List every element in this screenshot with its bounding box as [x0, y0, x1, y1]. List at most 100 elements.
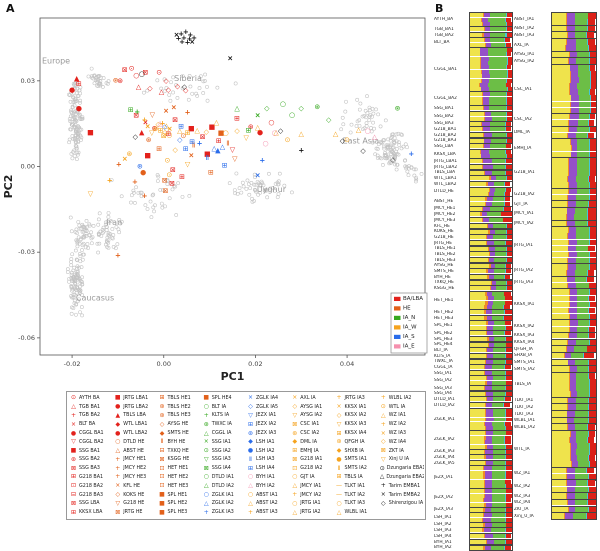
marker-legend-item: ▽ G218 HE	[114, 499, 158, 508]
ancestry-segment	[507, 96, 513, 101]
ancestry-segment	[587, 332, 589, 339]
ancestry-segment	[506, 176, 508, 181]
admixture-bar	[551, 505, 597, 514]
ancestry-segment	[470, 403, 485, 408]
ancestry-segment	[506, 408, 512, 413]
admixture-group-label: KKSX_IA2	[514, 323, 535, 329]
ancestry-segment	[470, 421, 484, 426]
ancestry-segment	[506, 513, 512, 517]
marker-legend-label: SMTS IA1	[344, 457, 367, 463]
admixture-group-label: TBLS_LBA	[434, 170, 456, 176]
reference-point	[80, 282, 85, 287]
ancestry-segment	[503, 316, 512, 320]
admixture-group: SMTS_HE	[434, 268, 513, 275]
admixture-individual	[552, 372, 596, 379]
ancestry-segment	[504, 545, 511, 550]
admixture-bar	[551, 288, 597, 321]
admixture-group: SSG_IA2	[434, 375, 513, 387]
admixture-group: JMCY_IA2	[514, 219, 597, 228]
ancestry-segment	[505, 127, 507, 132]
ancestry-segment	[504, 149, 506, 154]
marker-legend-label: TBLS IA	[344, 474, 363, 480]
pca-panel: 0.03 0.00 -0.03 -0.06 -0.02 0.00 0.02 0.04 PC1 PC…	[2, 17, 428, 383]
marker-e-icon: ⊞	[247, 464, 254, 472]
legend-swatch	[394, 325, 401, 330]
admixture-individual	[552, 513, 597, 519]
ancestry-segment	[470, 206, 483, 211]
sample-point: ⊙	[129, 64, 135, 72]
ancestry-segment	[492, 435, 505, 440]
admixture-individual	[552, 506, 597, 513]
ancestry-segment	[486, 376, 488, 381]
reference-point	[67, 137, 72, 142]
ancestry-segment	[486, 353, 488, 358]
marker-legend-item: ⊞ KKSX LBA	[70, 508, 114, 517]
ancestry-segment	[507, 69, 512, 74]
admixture-group-label: TBLS_HE2	[434, 251, 456, 257]
ancestry-segment	[587, 372, 589, 379]
ancestry-segment	[487, 376, 493, 381]
reference-point	[379, 141, 384, 145]
marker-o-icon: ○	[115, 438, 121, 446]
reference-point	[339, 127, 344, 132]
ancestry-segment	[470, 296, 486, 301]
ancestry-segment	[492, 305, 503, 310]
reference-point	[247, 192, 252, 197]
ancestry-segment	[577, 320, 590, 326]
marker-legend-label: BYH IA2	[256, 483, 275, 489]
marker-legend-label: ZGLK IA1	[211, 492, 234, 498]
marker-legend-label: LSH IA2	[256, 448, 275, 454]
marker-legend-item: + WZ IA2	[380, 420, 424, 429]
x-tick-label: -0.02	[64, 360, 81, 368]
ancestry-segment	[470, 365, 484, 370]
ancestry-segment	[568, 83, 570, 89]
ancestry-segment	[566, 207, 568, 214]
ancestry-segment	[484, 479, 493, 484]
admixture-individual	[552, 151, 596, 158]
ancestry-segment	[482, 106, 484, 111]
ancestry-segment	[470, 522, 484, 527]
admixture-individual	[552, 397, 597, 404]
marker-o-icon: ○	[203, 403, 209, 411]
ancestry-segment	[589, 251, 590, 258]
reference-point	[153, 203, 157, 208]
ancestry-segment	[576, 39, 588, 45]
admixture-individual	[470, 182, 512, 187]
ancestry-segment	[567, 480, 576, 487]
ancestry-segment	[491, 475, 506, 480]
marker-legend-item: ⊞ JEZX IA2	[247, 420, 291, 429]
ancestry-segment	[489, 32, 506, 37]
ancestry-segment	[503, 206, 511, 211]
marker-legend-item: ■ SPL HE1	[159, 491, 203, 500]
ancestry-segment	[588, 359, 590, 366]
ancestry-segment	[552, 320, 570, 326]
ancestry-segment	[489, 176, 491, 181]
ancestry-segment	[568, 126, 570, 133]
ancestry-segment	[552, 126, 569, 133]
ancestry-segment	[552, 397, 568, 404]
ancestry-segment	[492, 484, 506, 489]
reference-point	[392, 140, 397, 145]
marker-legend-item: — TLKT IA2	[336, 491, 380, 500]
ancestry-segment	[570, 151, 572, 158]
admixture-individual	[552, 455, 596, 461]
ancestry-segment	[552, 120, 569, 126]
sample-point: +	[132, 178, 138, 186]
sample-point: Ⅱ	[206, 154, 209, 162]
admixture-bar	[469, 330, 513, 337]
marker-legend-item: ⊞ EMHJ IA	[291, 447, 335, 456]
admixture-group-label: SSG_IA3	[434, 385, 452, 391]
admixture-bar	[469, 538, 513, 546]
ancestry-segment	[587, 513, 597, 519]
ancestry-segment	[587, 214, 596, 220]
ancestry-segment	[505, 165, 507, 170]
ancestry-segment	[588, 201, 596, 207]
ancestry-segment	[507, 87, 512, 92]
ancestry-segment	[470, 331, 486, 336]
ancestry-segment	[566, 25, 567, 32]
ancestry-segment	[505, 348, 507, 353]
ancestry-segment	[589, 289, 591, 296]
reference-point	[383, 118, 388, 123]
marker-legend-label: CGGL BA1	[79, 431, 104, 437]
